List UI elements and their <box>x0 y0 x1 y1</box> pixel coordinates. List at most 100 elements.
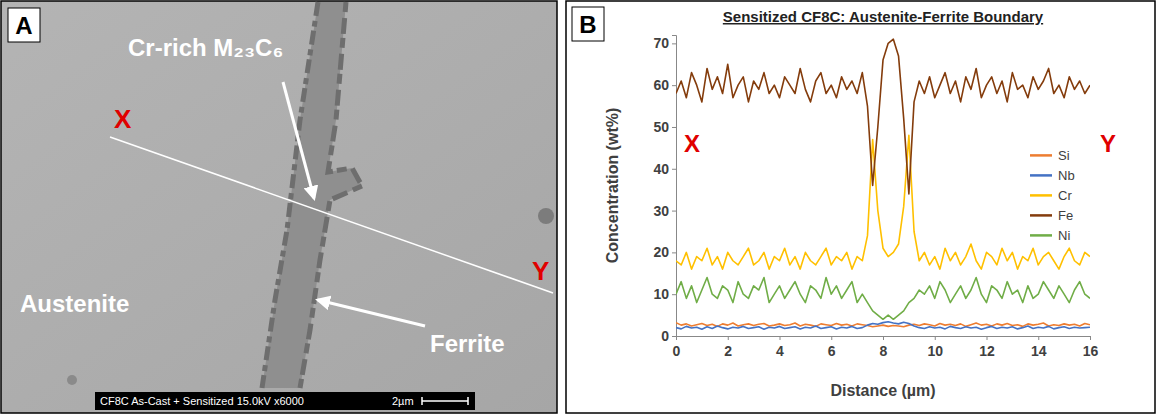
arrow <box>283 82 314 198</box>
y-tick-label: 40 <box>653 161 669 177</box>
x-tick-label: 4 <box>776 343 784 359</box>
x-tick: 0 <box>673 336 681 359</box>
legend-label: Nb <box>1058 168 1075 183</box>
x-tick-mark <box>831 336 832 340</box>
y-tick: 10 <box>653 286 676 302</box>
y-tick-label: 60 <box>653 77 669 93</box>
panel-frame <box>566 1 1155 413</box>
y-tick-mark <box>672 294 676 295</box>
y-tick-mark <box>672 43 676 44</box>
x-tick-mark <box>1090 336 1091 340</box>
y-tick-label: 70 <box>653 35 669 51</box>
y-tick-mark <box>672 252 676 253</box>
x-tick-mark <box>780 336 781 340</box>
series-line <box>676 277 1090 319</box>
y-axis-line <box>672 36 677 337</box>
x-tick-mark <box>987 336 988 340</box>
scale-bar <box>422 397 468 405</box>
y-tick-mark <box>672 211 676 212</box>
legend-item: Cr <box>1030 188 1072 203</box>
annotation: Y <box>1100 130 1116 157</box>
label-end: Y <box>532 256 549 286</box>
legend-swatch <box>1030 234 1052 237</box>
info-bar <box>95 392 475 410</box>
x-tick: 12 <box>979 336 995 359</box>
scale-bar-label: 2µm <box>392 395 414 407</box>
label-carbide: Cr-rich M₂₃C₆ <box>128 34 283 61</box>
y-axis: 0 10 20 30 40 50 60 70 <box>653 35 676 344</box>
plot-lines <box>676 39 1090 329</box>
legend-label: Cr <box>1058 188 1072 203</box>
series-line <box>676 135 1090 269</box>
panel-letter-box <box>8 8 40 42</box>
inclusion <box>538 208 554 224</box>
x-tick: 16 <box>1083 336 1099 359</box>
x-tick: 14 <box>1031 336 1047 359</box>
legend-label: Ni <box>1058 228 1070 243</box>
y-tick-label: 10 <box>653 286 669 302</box>
arrow <box>318 300 425 326</box>
legend: Si Nb Cr Fe Ni <box>1030 148 1075 243</box>
x-tick-label: 0 <box>673 343 681 359</box>
legend-item: Ni <box>1030 228 1070 243</box>
y-tick: 50 <box>653 119 676 135</box>
legend-label: Fe <box>1058 208 1073 223</box>
x-tick: 2 <box>724 336 732 359</box>
panel-letter: B <box>579 11 596 38</box>
y-tick: 70 <box>653 35 676 51</box>
y-tick: 20 <box>653 244 676 260</box>
x-axis-line <box>677 337 1091 341</box>
panel-letter: A <box>15 12 32 39</box>
micrograph-background <box>1 1 557 413</box>
legend-item: Si <box>1030 148 1070 163</box>
y-tick-mark <box>672 85 676 86</box>
x-tick-label: 6 <box>828 343 836 359</box>
x-tick-label: 12 <box>979 343 995 359</box>
y-tick-mark <box>672 169 676 170</box>
legend-label: Si <box>1058 148 1070 163</box>
y-axis-title: Concentration (wt%) <box>604 108 621 264</box>
x-tick: 6 <box>828 336 836 359</box>
x-tick-label: 2 <box>724 343 732 359</box>
y-tick: 30 <box>653 203 676 219</box>
x-tick-mark <box>883 336 884 340</box>
panel-a: CF8C As-Cast + Sensitized 15.0kV x6000 2µ… <box>1 1 557 413</box>
inclusion <box>67 375 77 385</box>
y-tick-label: 20 <box>653 244 669 260</box>
annotation: X <box>684 130 700 157</box>
x-axis: 0 2 4 6 8 10 12 14 16 <box>673 336 1099 359</box>
x-tick: 10 <box>927 336 943 359</box>
panel-b: B Sensitized CF8C: Austenite-Ferrite Boun… <box>566 1 1155 413</box>
legend-swatch <box>1030 214 1052 217</box>
label-band: Ferrite <box>430 330 505 357</box>
y-tick-mark <box>672 336 676 337</box>
y-tick-label: 0 <box>661 328 669 344</box>
y-tick-label: 50 <box>653 119 669 135</box>
x-tick: 8 <box>880 336 888 359</box>
legend-item: Fe <box>1030 208 1073 223</box>
x-tick-label: 8 <box>880 343 888 359</box>
series-line <box>676 39 1090 194</box>
legend-swatch <box>1030 154 1052 157</box>
panel-letter-box <box>572 7 604 41</box>
chart-title: Sensitized CF8C: Austenite-Ferrite Bound… <box>723 8 1044 25</box>
x-tick: 4 <box>776 336 784 359</box>
x-tick-label: 10 <box>927 343 943 359</box>
y-tick: 60 <box>653 77 676 93</box>
label-matrix: Austenite <box>20 290 129 317</box>
legend-swatch <box>1030 174 1052 177</box>
x-tick-mark <box>935 336 936 340</box>
x-tick-label: 16 <box>1083 343 1099 359</box>
scan-line <box>110 137 553 293</box>
x-tick-label: 14 <box>1031 343 1047 359</box>
x-axis-title: Distance (µm) <box>830 382 935 399</box>
y-tick: 40 <box>653 161 676 177</box>
y-tick-mark <box>672 127 676 128</box>
legend-item: Nb <box>1030 168 1075 183</box>
info-text: CF8C As-Cast + Sensitized 15.0kV x6000 <box>100 395 304 407</box>
series-line <box>676 322 1090 330</box>
y-tick-label: 30 <box>653 203 669 219</box>
y-tick: 0 <box>661 328 676 344</box>
label-start: X <box>114 104 132 134</box>
carbide-edge <box>300 2 362 388</box>
